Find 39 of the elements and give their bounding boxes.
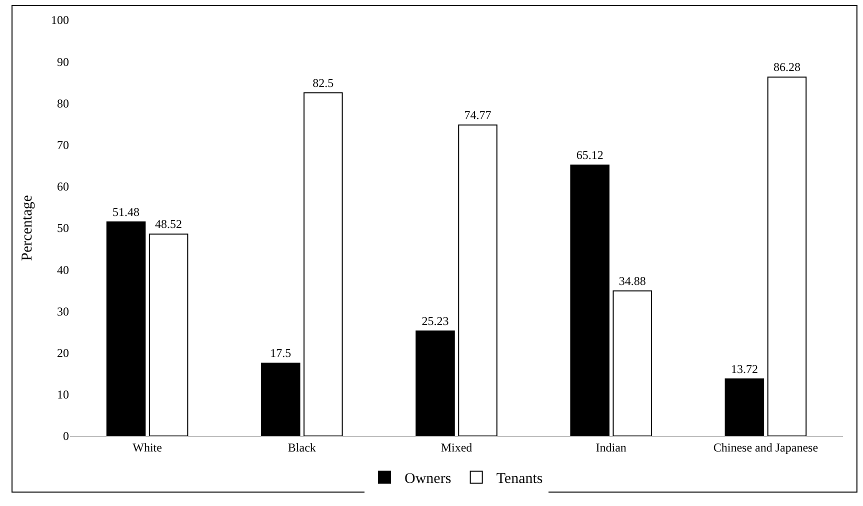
- y-axis-title: Percentage: [19, 194, 36, 261]
- y-tick-label: 40: [57, 262, 69, 277]
- y-tick-label: 10: [57, 388, 69, 402]
- data-label: 25.23: [422, 314, 449, 328]
- bar: [767, 76, 807, 436]
- data-label: 82.5: [312, 76, 334, 90]
- y-tick-label: 50: [57, 221, 69, 236]
- bar: [106, 221, 146, 436]
- x-tick-label: Indian: [596, 440, 626, 454]
- y-tick-label: 100: [51, 13, 69, 28]
- bar: [261, 362, 300, 436]
- y-tick-label: 20: [57, 346, 69, 360]
- y-tick-label: 90: [57, 54, 69, 69]
- x-tick-label: Chinese and Japanese: [713, 440, 818, 454]
- data-label: 74.77: [464, 108, 492, 122]
- y-tick-label: 60: [57, 180, 69, 194]
- data-label: 48.52: [155, 217, 182, 232]
- legend-label: Tenants: [496, 471, 543, 488]
- bar: [304, 92, 343, 436]
- y-tick-label: 80: [57, 96, 69, 110]
- bar: [570, 164, 610, 436]
- y-tick-label: 70: [57, 138, 69, 152]
- data-label: 51.48: [112, 204, 140, 219]
- bar: [416, 330, 455, 436]
- bar: [612, 290, 652, 436]
- x-tick-label: Mixed: [440, 440, 472, 454]
- x-tick-label: Black: [288, 440, 316, 454]
- y-tick-label: 0: [63, 429, 69, 444]
- bar: [724, 378, 764, 436]
- bar: [148, 234, 188, 436]
- data-label: 65.12: [576, 148, 604, 162]
- bar: [458, 124, 498, 436]
- y-tick-label: 30: [57, 304, 69, 318]
- legend-label: Owners: [404, 471, 452, 488]
- x-tick-label: White: [132, 440, 162, 454]
- data-label: 13.72: [730, 362, 758, 376]
- data-label: 86.28: [773, 60, 800, 74]
- data-label: 34.88: [618, 274, 646, 288]
- data-label: 17.5: [270, 346, 292, 360]
